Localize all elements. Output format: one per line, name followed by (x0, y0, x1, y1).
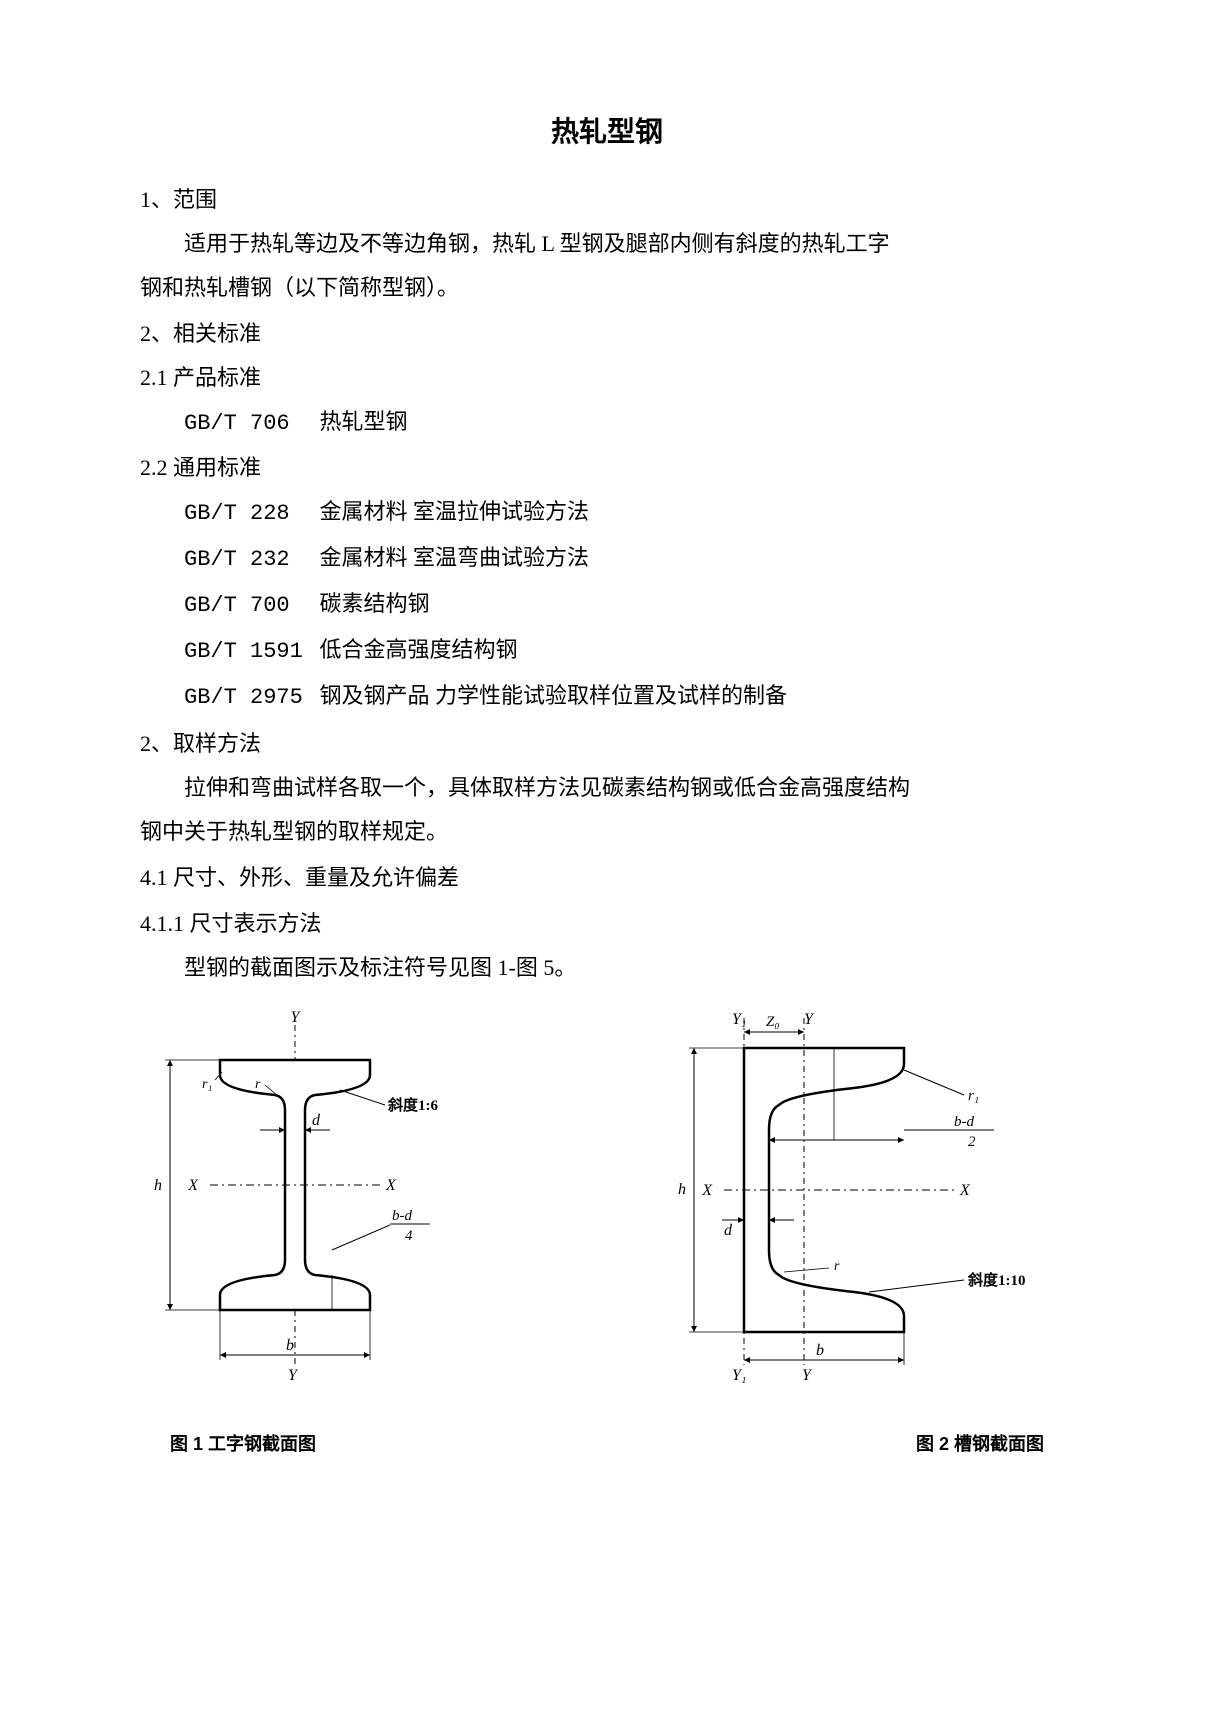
label-r12: r₁ (968, 1088, 979, 1104)
label-X-right2: X (959, 1182, 971, 1199)
label-slope: 斜度1:6 (387, 1096, 438, 1114)
label-Y1-bot: Y₁ (732, 1367, 746, 1384)
section-4-1-1-body: 型钢的截面图示及标注符号见图 1-图 5。 (140, 946, 1074, 990)
standard-row: GB/T 1591 低合金高强度结构钢 (140, 628, 1074, 674)
label-frac-bot: 4 (405, 1228, 413, 1244)
standard-name: 低合金高强度结构钢 (320, 637, 518, 662)
figure-1-caption: 图 1 工字钢截面图 (170, 1430, 316, 1456)
standard-row: GB/T 232 金属材料 室温弯曲试验方法 (140, 536, 1074, 582)
page-title: 热轧型钢 (140, 110, 1074, 150)
standard-code: GB/T 700 (184, 584, 314, 628)
ibeam-diagram: Y Y X X h b d r r₁ (140, 1010, 500, 1390)
standard-code: GB/T 1591 (184, 630, 314, 674)
label-frac-bot2: 2 (968, 1134, 976, 1150)
label-X-left2: X (701, 1182, 713, 1199)
label-d: d (312, 1112, 321, 1129)
caption-row: 图 1 工字钢截面图 图 2 槽钢截面图 (140, 1430, 1074, 1456)
label-d2: d (724, 1222, 733, 1239)
section-2-2-heading: 2.2 通用标准 (140, 446, 1074, 490)
standard-name: 金属材料 室温拉伸试验方法 (320, 499, 590, 524)
standard-name: 金属材料 室温弯曲试验方法 (320, 545, 590, 570)
standard-name: 碳素结构钢 (320, 591, 430, 616)
label-X-left: X (187, 1177, 199, 1194)
label-Z0: Z₀ (766, 1014, 780, 1030)
label-b: b (286, 1337, 294, 1354)
label-slope2: 斜度1:10 (967, 1271, 1026, 1289)
standard-code: GB/T 706 (184, 402, 314, 446)
standard-code: GB/T 2975 (184, 676, 314, 720)
section-2-1-heading: 2.1 产品标准 (140, 356, 1074, 400)
label-frac-top: b-d (392, 1208, 412, 1224)
label-b2: b (816, 1342, 824, 1359)
section-1-body-a: 适用于热轧等边及不等边角钢，热轧 L 型钢及腿部内侧有斜度的热轧工字 (140, 222, 1074, 266)
section-3-body-a: 拉伸和弯曲试样各取一个，具体取样方法见碳素结构钢或低合金高强度结构 (140, 766, 1074, 810)
label-Y1-top: Y₁ (732, 1011, 746, 1028)
label-Y-top: Y (291, 1010, 302, 1026)
section-1-body-b: 钢和热轧槽钢（以下简称型钢）。 (140, 266, 1074, 310)
section-4-1-heading: 4.1 尺寸、外形、重量及允许偏差 (140, 856, 1074, 900)
standard-code: GB/T 228 (184, 492, 314, 536)
standard-row: GB/T 700 碳素结构钢 (140, 582, 1074, 628)
label-Y-top2: Y (804, 1011, 815, 1028)
label-h: h (154, 1177, 162, 1194)
label-X-right: X (385, 1177, 397, 1194)
label-Y-bot2: Y (802, 1367, 813, 1384)
label-r2: r (834, 1259, 840, 1274)
label-Y-bot: Y (288, 1367, 299, 1384)
figures-container: Y Y X X h b d r r₁ (140, 1010, 1074, 1390)
section-2-heading: 2、相关标准 (140, 312, 1074, 356)
standard-row: GB/T 706 热轧型钢 (140, 400, 1074, 446)
label-h2: h (678, 1181, 686, 1198)
standard-row: GB/T 228 金属材料 室温拉伸试验方法 (140, 490, 1074, 536)
standard-name: 热轧型钢 (320, 409, 408, 434)
standard-code: GB/T 232 (184, 538, 314, 582)
label-frac-top2: b-d (954, 1114, 974, 1130)
figure-2: Y₁ Y₁ Y Y Z₀ X X h b d (654, 1010, 1074, 1390)
figure-2-caption: 图 2 槽钢截面图 (916, 1430, 1044, 1456)
label-r1: r₁ (202, 1077, 212, 1092)
section-3-heading: 2、取样方法 (140, 722, 1074, 766)
section-3-body-b: 钢中关于热轧型钢的取样规定。 (140, 810, 1074, 854)
label-r: r (255, 1077, 261, 1092)
standard-name: 钢及钢产品 力学性能试验取样位置及试样的制备 (320, 683, 788, 708)
section-4-1-1-heading: 4.1.1 尺寸表示方法 (140, 902, 1074, 946)
channel-diagram: Y₁ Y₁ Y Y Z₀ X X h b d (654, 1010, 1074, 1390)
standard-row: GB/T 2975 钢及钢产品 力学性能试验取样位置及试样的制备 (140, 674, 1074, 720)
section-1-heading: 1、范围 (140, 178, 1074, 222)
figure-1: Y Y X X h b d r r₁ (140, 1010, 500, 1390)
